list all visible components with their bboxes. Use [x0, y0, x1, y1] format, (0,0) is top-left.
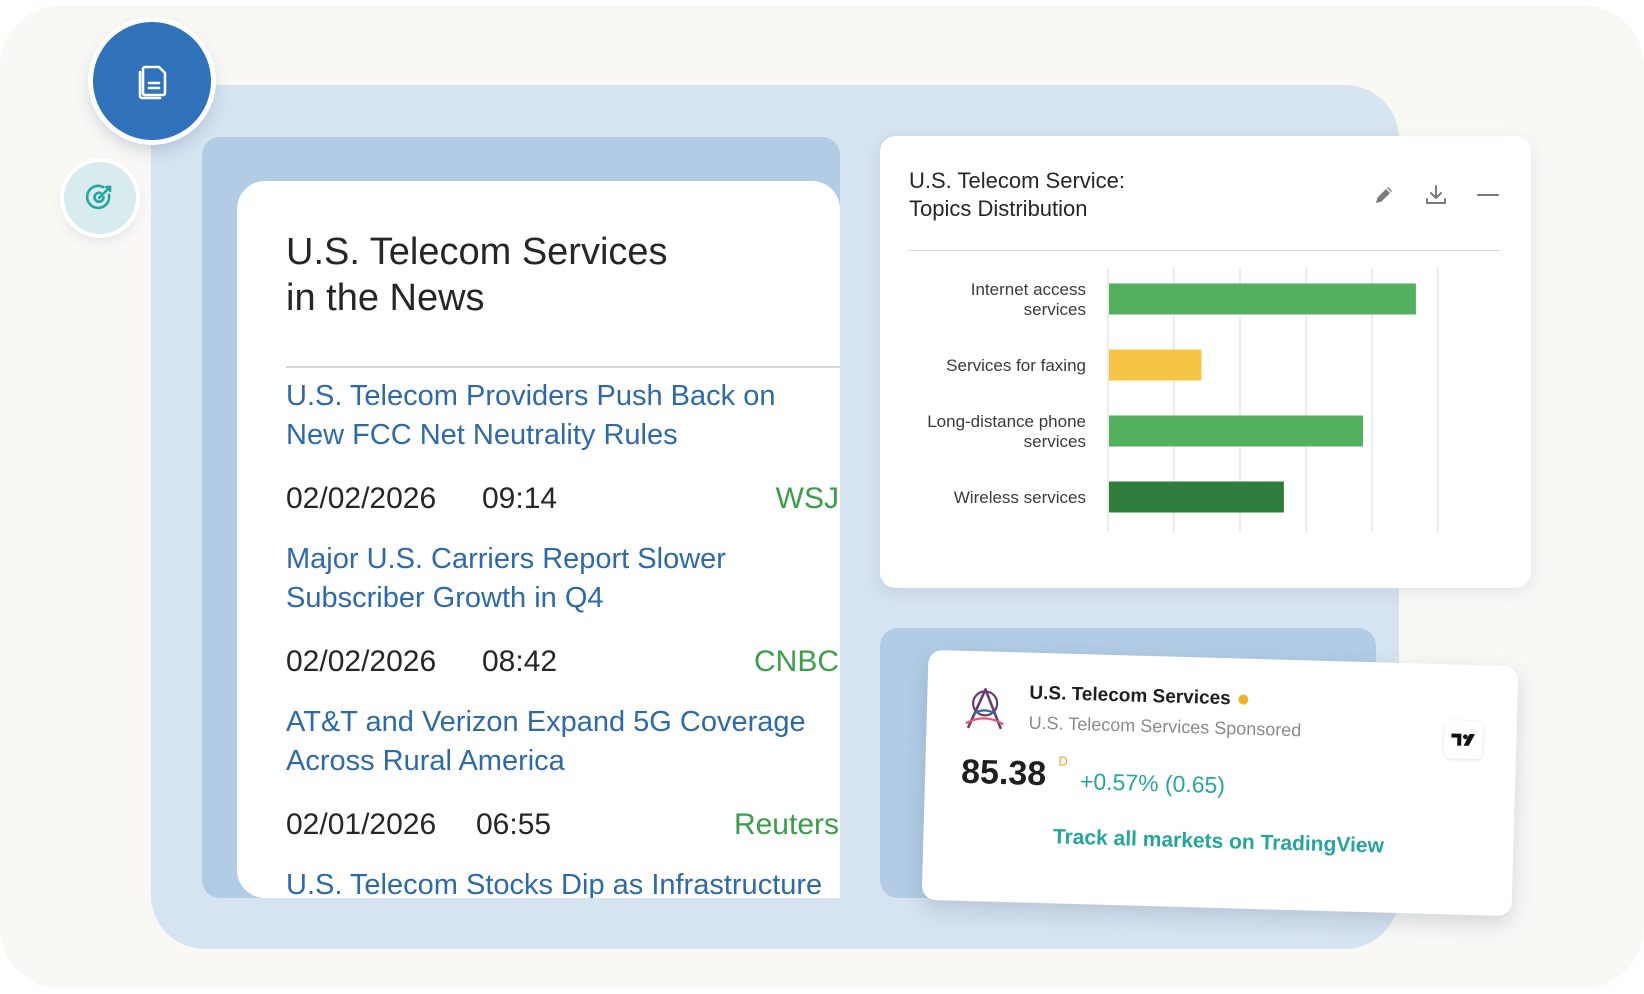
news-headline[interactable]: Major U.S. Carriers Report Slower Subscr… — [286, 543, 726, 614]
chart-category-label: Wireless services — [954, 488, 1086, 507]
chart-title: U.S. Telecom Service: Topics Distributio… — [909, 167, 1269, 223]
news-meta: 02/02/2026 09:14 WSJ — [286, 479, 839, 519]
chart-bar — [1109, 283, 1416, 315]
market-status-dot — [1238, 694, 1249, 705]
minimize-icon — [1477, 194, 1499, 196]
news-date: 02/02/2026 — [286, 482, 437, 515]
news-divider — [286, 366, 840, 368]
target-button[interactable] — [64, 162, 136, 234]
news-card: U.S. Telecom Services in the News U.S. T… — [237, 181, 840, 898]
news-source[interactable]: WSJ — [775, 482, 839, 515]
news-item[interactable]: AT&T and Verizon Expand 5G Coverage Acro… — [286, 703, 840, 866]
news-date: 02/01/2026 — [286, 808, 437, 841]
chart-category-label: Services for faxing — [946, 356, 1086, 375]
news-item[interactable]: U.S. Telecom Providers Push Back on New … — [286, 377, 840, 540]
news-time: 08:42 — [482, 645, 558, 678]
chart-actions — [1369, 180, 1503, 210]
download-icon — [1426, 185, 1446, 204]
documents-button[interactable] — [93, 22, 211, 140]
documents-icon — [138, 65, 167, 100]
news-list: U.S. Telecom Providers Push Back on New … — [286, 377, 840, 898]
ticker-name: U.S. Telecom Services — [1029, 683, 1249, 711]
ticker-card: U.S. Telecom Services U.S. Telecom Servi… — [921, 649, 1519, 917]
news-title-line-2: in the News — [286, 277, 485, 319]
tradingview-icon — [1451, 733, 1475, 746]
chart-title-line-1: U.S. Telecom Service: — [909, 168, 1126, 193]
chart-category-label: Internet access services — [971, 280, 1086, 319]
news-meta: 02/01/2026 06:55 Reuters — [286, 805, 839, 845]
news-source[interactable]: CNBC — [753, 645, 839, 678]
chart-bar — [1109, 481, 1284, 513]
chart-divider — [909, 250, 1501, 251]
ticker-price: 85.38 — [960, 752, 1047, 794]
ticker-logo — [965, 688, 1004, 730]
edit-chart-button[interactable] — [1369, 180, 1399, 210]
download-chart-button[interactable] — [1421, 180, 1451, 210]
news-meta: 02/02/2026 08:42 CNBC — [286, 642, 839, 682]
news-headline[interactable]: AT&T and Verizon Expand 5G Coverage Acro… — [286, 706, 806, 777]
target-icon — [85, 184, 112, 210]
news-date: 02/02/2026 — [286, 645, 437, 678]
ticker-subtitle: U.S. Telecom Services Sponsored — [1028, 712, 1302, 741]
chart-bar — [1109, 349, 1202, 381]
news-headline[interactable]: U.S. Telecom Providers Push Back on New … — [286, 380, 776, 451]
pencil-icon — [1376, 187, 1392, 203]
ticker-name-text: U.S. Telecom Services — [1029, 682, 1232, 710]
news-source[interactable]: Reuters — [733, 808, 839, 841]
chart-title-line-2: Topics Distribution — [909, 196, 1088, 221]
chart-category-label: Long-distance phone services — [927, 412, 1086, 451]
chart-bar — [1109, 415, 1364, 447]
topics-bar-chart: Internet access services Services for faxi… — [927, 268, 1439, 532]
news-title: U.S. Telecom Services in the News — [286, 229, 786, 321]
news-time: 06:55 — [476, 808, 552, 841]
news-headline[interactable]: U.S. Telecom Stocks Dip as Infrastructur… — [286, 869, 823, 898]
minimize-chart-button[interactable] — [1473, 180, 1503, 210]
news-time: 09:14 — [482, 482, 558, 515]
price-delay-flag: D — [1058, 753, 1069, 769]
tradingview-logo[interactable] — [1443, 720, 1483, 760]
ticker-change: +0.57% (0.65) — [1079, 768, 1226, 799]
news-item[interactable]: U.S. Telecom Stocks Dip as Infrastructur… — [286, 866, 840, 898]
news-item[interactable]: Major U.S. Carriers Report Slower Subscr… — [286, 540, 840, 703]
news-title-line-1: U.S. Telecom Services — [286, 231, 668, 273]
topics-chart-card: U.S. Telecom Service: Topics Distributio… — [880, 136, 1531, 588]
tradingview-link[interactable]: Track all markets on TradingView — [1052, 825, 1385, 858]
